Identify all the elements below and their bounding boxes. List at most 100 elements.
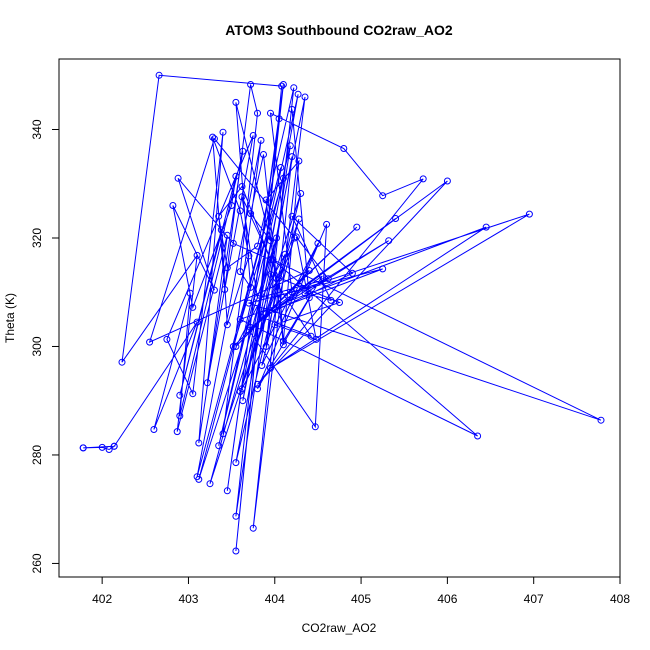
data-point — [294, 90, 302, 98]
data-point — [292, 233, 300, 241]
data-point — [286, 142, 294, 150]
data-point — [275, 274, 283, 282]
data-point — [273, 234, 280, 242]
y-axis: 260 280 300 320 340 — [30, 119, 59, 573]
data-point — [232, 512, 240, 520]
data-point — [327, 296, 335, 304]
data-point — [236, 268, 244, 276]
data-point — [525, 210, 533, 218]
data-point — [223, 321, 231, 329]
data-point — [281, 250, 289, 258]
data-point — [228, 202, 236, 209]
data-point — [318, 272, 326, 280]
data-point — [288, 212, 296, 220]
data-point — [269, 256, 277, 264]
data-point — [215, 442, 223, 450]
data-point — [173, 428, 181, 436]
data-point — [254, 385, 261, 393]
y-tick-label: 340 — [30, 119, 44, 139]
x-axis: 402 403 404 405 406 407 408 — [92, 577, 630, 606]
data-point — [273, 283, 280, 291]
data-point — [336, 299, 343, 306]
data-point — [155, 71, 163, 79]
data-point — [288, 288, 296, 296]
data-point — [443, 177, 451, 185]
data-point — [236, 315, 244, 323]
data-point — [247, 210, 255, 218]
data-point — [223, 487, 231, 495]
data-point — [290, 84, 298, 92]
data-point — [305, 294, 313, 302]
data-point — [245, 252, 253, 260]
data-point — [249, 524, 257, 532]
data-point — [174, 174, 182, 182]
data-point — [340, 145, 348, 152]
data-point — [254, 294, 261, 302]
data-point — [217, 226, 225, 234]
plot-area — [79, 71, 605, 555]
data-point — [176, 412, 184, 420]
x-tick-label: 402 — [92, 592, 112, 606]
data-point — [254, 109, 261, 117]
data-point — [291, 234, 299, 242]
data-point — [323, 220, 331, 228]
data-point — [232, 547, 240, 555]
data-point — [79, 444, 87, 452]
data-point — [232, 98, 240, 106]
x-tick-label: 407 — [524, 592, 544, 606]
data-point — [271, 321, 279, 329]
data-point — [271, 306, 279, 314]
data-point — [288, 105, 296, 113]
data-point — [597, 416, 605, 424]
data-point — [239, 397, 247, 405]
data-point — [297, 190, 305, 197]
data-point — [210, 135, 218, 143]
data-point — [189, 303, 197, 311]
data-point — [295, 215, 303, 223]
data-point — [353, 223, 361, 231]
y-tick-label: 300 — [30, 336, 44, 356]
y-tick-label: 260 — [30, 553, 44, 573]
data-point — [193, 318, 201, 326]
data-point — [146, 338, 154, 346]
data-point — [314, 239, 322, 247]
data-point — [195, 475, 203, 483]
data-point — [311, 423, 319, 431]
data-point — [301, 93, 309, 101]
data-point — [98, 443, 106, 451]
x-tick-label: 404 — [265, 592, 285, 606]
x-tick-label: 408 — [610, 592, 630, 606]
data-point — [232, 172, 240, 180]
x-tick-label: 406 — [437, 592, 457, 606]
data-point — [215, 212, 223, 220]
series-line — [83, 74, 602, 552]
plot-frame — [58, 58, 621, 578]
data-point — [262, 343, 270, 350]
data-point — [379, 192, 387, 200]
data-point — [163, 335, 171, 343]
data-point — [221, 286, 229, 293]
data-point — [385, 237, 393, 245]
data-point — [105, 446, 113, 453]
data-point — [262, 310, 270, 318]
data-point — [279, 341, 287, 349]
data-point — [262, 196, 270, 204]
data-point — [379, 265, 387, 273]
data-point — [474, 432, 482, 440]
data-point — [258, 362, 266, 369]
x-tick-label: 405 — [351, 592, 371, 606]
data-point — [288, 153, 296, 161]
data-point — [260, 151, 267, 158]
data-point — [206, 480, 214, 488]
chart-title: ATOM3 Southbound CO2raw_AO2 — [225, 22, 453, 38]
data-point — [419, 175, 427, 183]
data-point — [267, 364, 274, 372]
x-axis-label: CO2raw_AO2 — [302, 621, 377, 635]
data-point — [169, 202, 177, 209]
data-point — [267, 270, 274, 278]
data-point — [249, 132, 257, 139]
data-point — [219, 430, 227, 438]
data-point — [482, 223, 490, 231]
data-point — [277, 164, 285, 171]
